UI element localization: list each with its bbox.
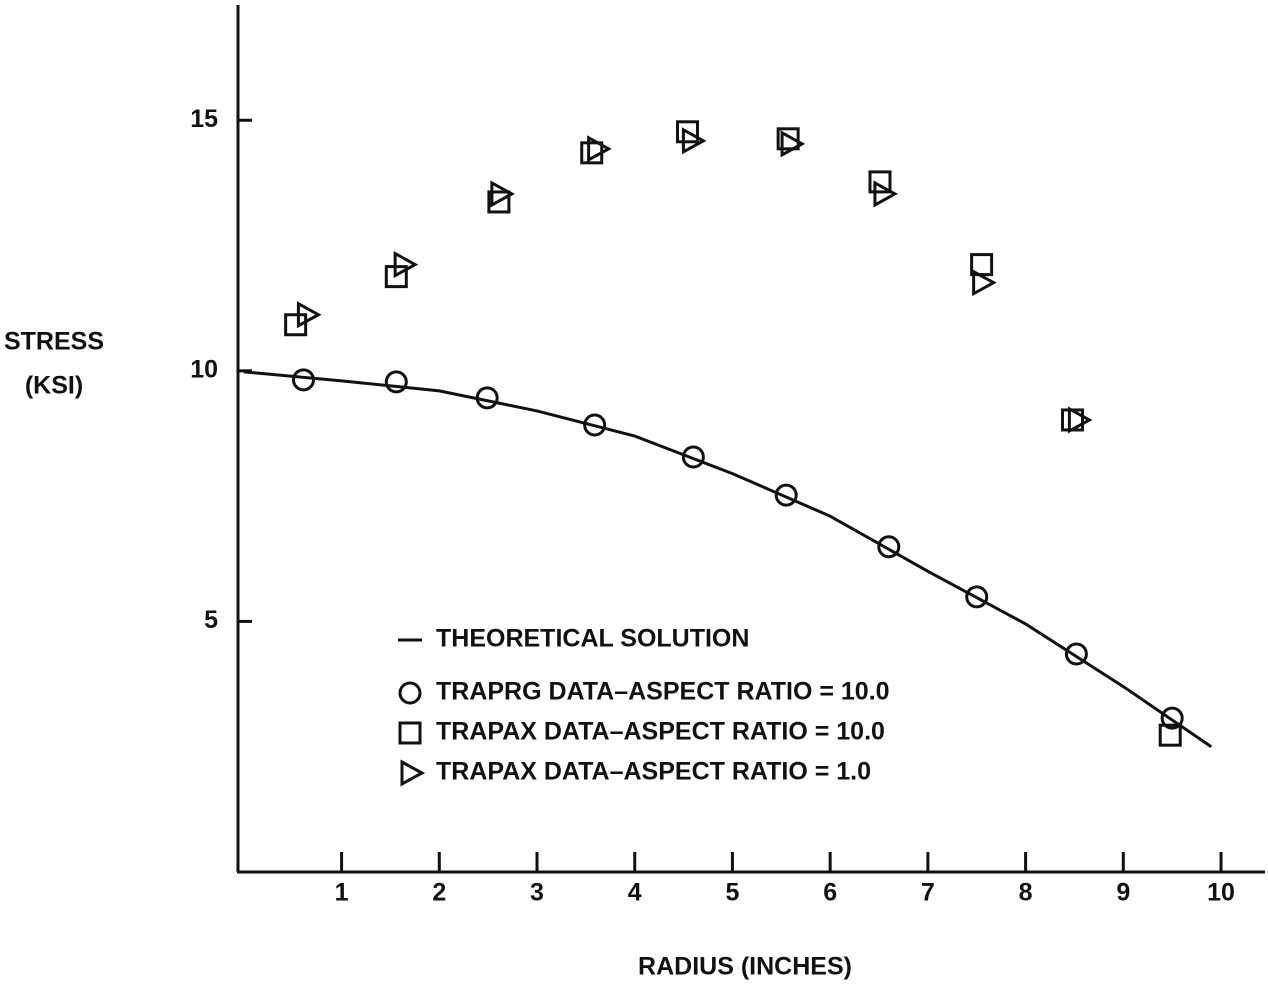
- x-tick-label: 10: [1207, 879, 1235, 907]
- circle-marker: [681, 445, 705, 469]
- circle-marker: [384, 370, 408, 394]
- y-axis-label: STRESS: [4, 328, 104, 356]
- circle-marker: [1064, 642, 1088, 666]
- triangle-marker: [873, 180, 899, 208]
- triangle-marker: [972, 269, 997, 297]
- circle-marker: [583, 413, 607, 437]
- x-tick-label: 6: [823, 879, 837, 907]
- square-marker: [675, 120, 699, 144]
- circle-marker: [475, 386, 499, 410]
- square-marker: [1158, 723, 1182, 747]
- triangle-marker: [780, 130, 806, 158]
- triangle-marker: [400, 759, 426, 787]
- square-marker: [398, 721, 422, 745]
- x-tick-label: 4: [628, 879, 642, 907]
- circle-marker: [291, 368, 315, 392]
- triangle-marker: [587, 135, 612, 163]
- circle-marker: [774, 483, 798, 507]
- x-tick-label: 8: [1019, 879, 1033, 907]
- x-tick-label: 7: [921, 879, 935, 907]
- legend-label: THEORETICAL SOLUTION: [436, 625, 749, 653]
- triangle-marker: [296, 301, 322, 329]
- circle-marker: [965, 585, 989, 609]
- y-tick-label: 15: [190, 105, 218, 133]
- circle-marker: [877, 535, 901, 559]
- legend-label: TRAPRG DATA–ASPECT RATIO = 10.0: [436, 678, 890, 706]
- x-tick-label: 1: [335, 879, 349, 907]
- square-marker: [284, 313, 308, 337]
- y-axis-label: (KSI): [25, 372, 83, 400]
- legend-label: TRAPAX DATA–ASPECT RATIO = 1.0: [436, 758, 871, 786]
- x-tick-label: 2: [432, 879, 446, 907]
- triangle-marker: [393, 251, 419, 279]
- square-marker: [487, 190, 511, 214]
- circle-marker: [1160, 706, 1184, 730]
- legend-label: TRAPAX DATA–ASPECT RATIO = 10.0: [436, 718, 885, 746]
- x-axis-label: RADIUS (INCHES): [638, 953, 852, 981]
- y-tick-label: 5: [204, 606, 218, 634]
- x-tick-label: 5: [725, 879, 739, 907]
- triangle-marker: [490, 180, 515, 208]
- circle-marker: [398, 681, 422, 705]
- x-tick-label: 3: [530, 879, 544, 907]
- triangle-marker: [1067, 406, 1093, 434]
- x-tick-label: 9: [1116, 879, 1130, 907]
- square-marker: [776, 127, 800, 151]
- square-marker: [868, 170, 892, 194]
- y-tick-label: 10: [190, 355, 218, 383]
- theory-line: [243, 370, 1213, 748]
- triangle-marker: [681, 127, 707, 155]
